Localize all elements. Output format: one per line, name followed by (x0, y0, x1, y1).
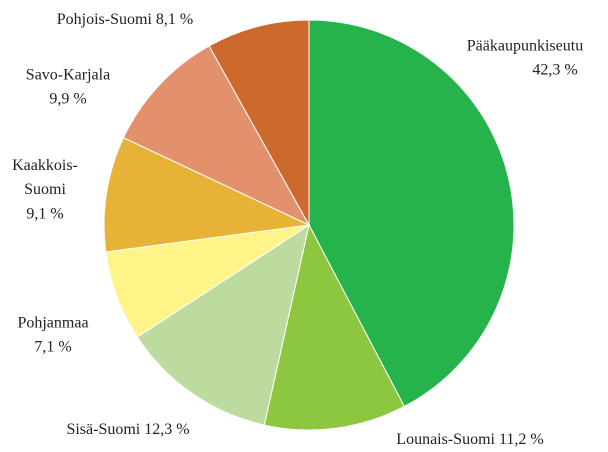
category-label-line: Kaakkois- (12, 157, 78, 174)
pie-slice (136, 223, 310, 426)
category-label-line: Suomi (24, 181, 66, 198)
pie-slice (308, 19, 515, 408)
value-label: 12,3 % (144, 421, 189, 438)
category-label: Lounais-Suomi (396, 431, 495, 448)
slice-label: Sisä-Suomi 12,3 % (66, 421, 189, 438)
value-label: 7,1 % (34, 339, 71, 356)
category-label: Savo-Karjala (26, 67, 110, 84)
value-label: 9,9 % (49, 91, 86, 108)
value-label: 42,3 % (532, 62, 577, 79)
value-label: 9,1 % (26, 206, 63, 223)
category-label: Kaakkois- Suomi (12, 157, 78, 198)
category-label: Pohjois-Suomi (57, 11, 153, 28)
category-label: Sisä-Suomi (66, 421, 140, 438)
value-label: 11,2 % (499, 431, 544, 448)
slice-label: Lounais-Suomi 11,2 % (396, 431, 543, 448)
category-label: Pääkaupunkiseutu (467, 38, 583, 55)
value-label: 8,1 % (156, 11, 193, 28)
slice-label: Pohjois-Suomi 8,1 % (57, 11, 193, 28)
pie-slice (263, 223, 406, 431)
pie-slice (122, 45, 311, 227)
pie-slice (208, 19, 310, 227)
pie-slice (103, 137, 311, 253)
category-label: Pohjanmaa (17, 315, 88, 332)
